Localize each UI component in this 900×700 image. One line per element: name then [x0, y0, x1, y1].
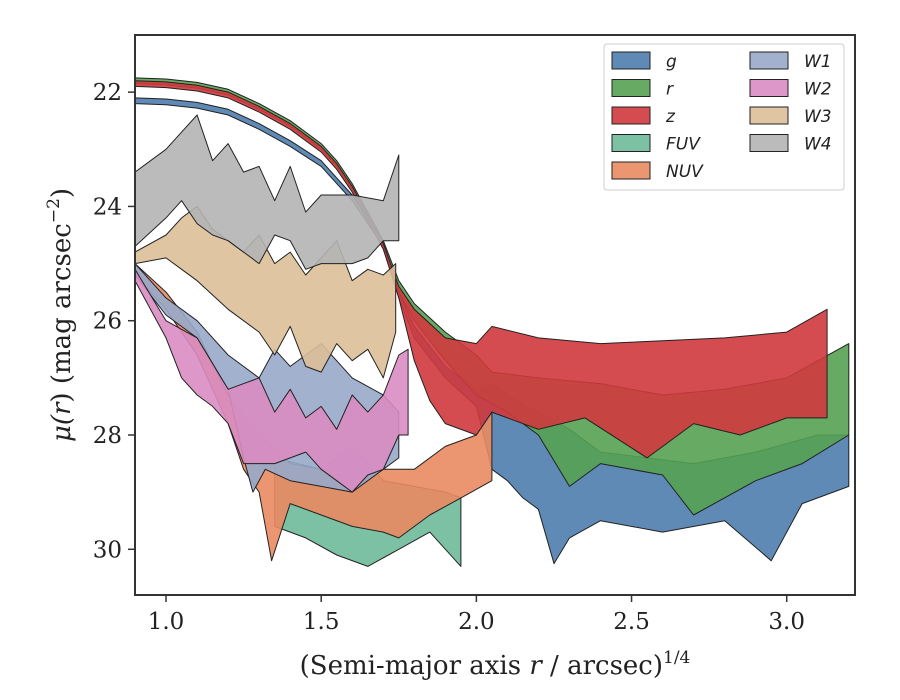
band-w2 — [135, 268, 409, 493]
legend-swatch-w3 — [749, 106, 789, 125]
legend-label-w1: W1 — [804, 52, 832, 72]
x-axis-label: (Semi-major axis r / arcsec)1/4 — [300, 648, 691, 681]
legend-label-fuv: FUV — [666, 135, 701, 155]
series-layer — [135, 77, 850, 567]
x-tick-label: 1.5 — [303, 609, 340, 635]
y-tick-label: 30 — [93, 537, 122, 563]
y-tick-label: 26 — [93, 309, 122, 335]
legend: grz FUV NUV W1 W2 W3 W4 — [603, 43, 845, 191]
legend-label-z: z — [665, 107, 676, 127]
plot-frame — [134, 34, 856, 596]
x-axis: 1.0 1.5 2.0 2.5 3.0 — [148, 595, 805, 635]
legend-swatch-g — [611, 51, 651, 70]
legend-label-w3: W3 — [804, 107, 832, 127]
legend-swatch-nuv — [611, 161, 651, 180]
band-w4 — [135, 114, 400, 270]
legend-swatch-r — [611, 79, 651, 97]
legend-swatch-z — [611, 106, 651, 125]
legend-label-r: r — [666, 80, 674, 100]
legend-label-g: g — [666, 52, 677, 72]
y-tick-label: 22 — [93, 80, 122, 106]
legend-swatch-fuv — [611, 134, 651, 152]
legend-label-nuv: NUV — [666, 162, 704, 182]
x-tick-label: 2.5 — [613, 609, 650, 635]
legend-swatch-w4 — [749, 134, 789, 152]
legend-swatch-w1 — [749, 51, 789, 70]
y-axis-label: μ(r) (mag arcsec−2) — [44, 188, 77, 442]
legend-label-w4: W4 — [804, 135, 832, 155]
x-tick-label: 2.0 — [458, 609, 495, 635]
band-z — [135, 80, 828, 459]
y-tick-label: 24 — [93, 194, 122, 220]
y-axis: 22 24 26 28 30 — [93, 80, 135, 563]
x-tick-label: 1.0 — [148, 609, 185, 635]
legend-label-w2: W2 — [804, 80, 832, 100]
x-tick-label: 3.0 — [768, 609, 805, 635]
y-tick-label: 28 — [93, 423, 122, 449]
legend-swatch-w2 — [749, 79, 789, 97]
